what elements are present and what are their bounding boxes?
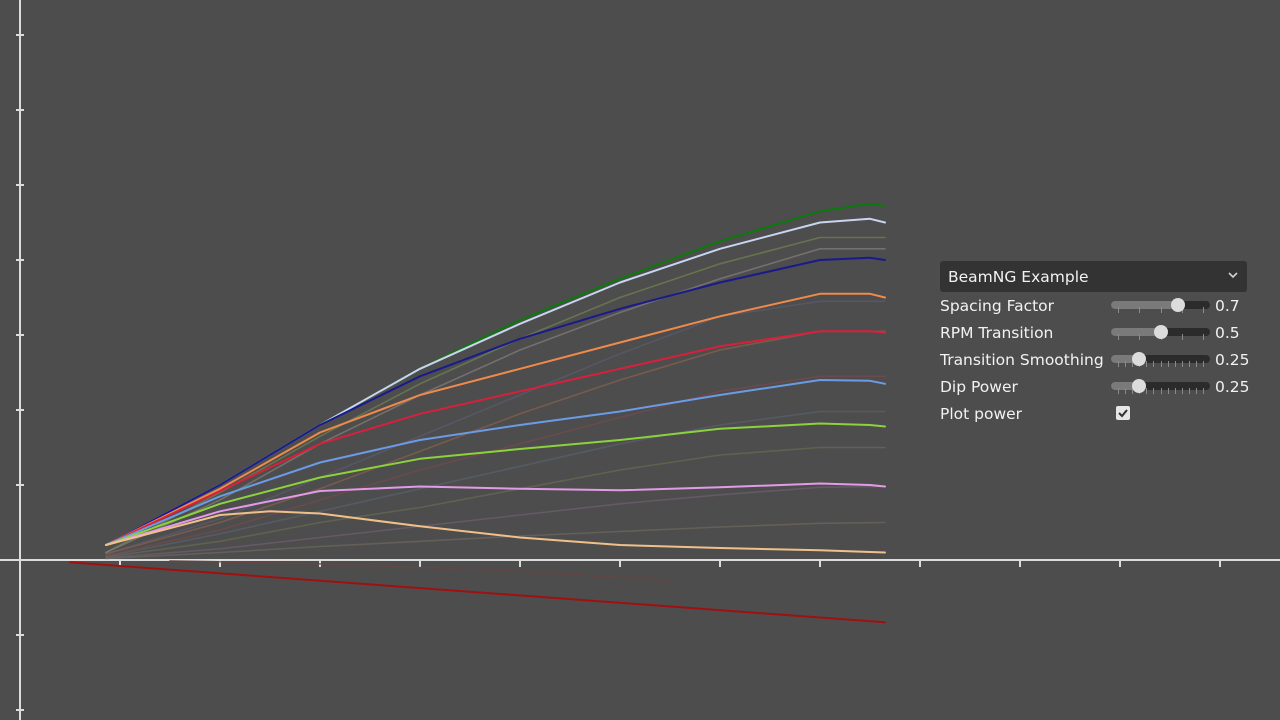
faded-series-line: [105, 236, 886, 554]
series-line: [105, 292, 886, 546]
spacing-factor-value: 0.7: [1215, 296, 1240, 315]
dip-power-slider[interactable]: [1111, 379, 1210, 394]
slider-tick: [1203, 388, 1204, 394]
series-lines: [69, 202, 886, 624]
rpm-transition-label: RPM Transition: [940, 323, 1054, 342]
slider-tick: [1139, 334, 1141, 340]
slider-tick: [1125, 361, 1127, 367]
slider-tick: [1118, 388, 1119, 394]
slider-tick: [1139, 307, 1141, 313]
series-line: [105, 422, 886, 546]
faded-series-line: [105, 330, 886, 555]
transition-smoothing-row: Transition Smoothing 0.25: [940, 346, 1250, 373]
series-line: [105, 379, 886, 546]
slider-tick: [1195, 361, 1197, 367]
settings-panel: BeamNG Example Spacing Factor 0.7 RPM Tr…: [940, 261, 1250, 427]
faded-series-line: [105, 248, 886, 554]
spacing-factor-slider[interactable]: [1111, 298, 1210, 313]
slider-tick: [1132, 361, 1134, 367]
checkmark-icon: [1118, 409, 1128, 418]
slider-tick: [1146, 388, 1148, 394]
slider-tick: [1181, 361, 1183, 367]
slider-tick: [1118, 334, 1119, 340]
slider-tick: [1181, 388, 1183, 394]
preset-dropdown-value: BeamNG Example: [948, 267, 1089, 286]
faded-series-line: [105, 375, 886, 557]
slider-tick: [1203, 334, 1204, 340]
slider-tick: [1132, 388, 1134, 394]
faded-series-line: [169, 559, 671, 582]
slider-tick: [1174, 388, 1176, 394]
dip-power-row: Dip Power 0.25: [940, 373, 1250, 400]
faded-series-line: [105, 410, 886, 558]
slider-tick: [1167, 361, 1169, 367]
dip-power-value: 0.25: [1215, 377, 1250, 396]
rpm-transition-row: RPM Transition 0.5: [940, 319, 1250, 346]
rpm-transition-value: 0.5: [1215, 323, 1240, 342]
slider-track: [1111, 382, 1210, 390]
slider-tick: [1203, 307, 1204, 313]
slider-tick: [1125, 388, 1127, 394]
series-line: [105, 510, 886, 554]
slider-tick: [1203, 361, 1204, 367]
slider-tick: [1146, 361, 1148, 367]
slider-fill: [1111, 355, 1140, 363]
slider-tick: [1160, 307, 1162, 313]
plot-power-checkbox[interactable]: [1116, 406, 1130, 420]
series-line: [105, 482, 886, 546]
transition-smoothing-slider[interactable]: [1111, 352, 1210, 367]
slider-tick: [1160, 388, 1162, 394]
slider-tick: [1160, 361, 1162, 367]
chevron-down-icon: [1228, 272, 1238, 279]
slider-fill: [1111, 328, 1161, 336]
slider-tick: [1118, 361, 1119, 367]
slider-tick: [1153, 361, 1155, 367]
preset-dropdown[interactable]: BeamNG Example: [940, 261, 1247, 292]
slider-fill: [1111, 301, 1178, 309]
spacing-factor-label: Spacing Factor: [940, 296, 1055, 315]
plot-power-label: Plot power: [940, 404, 1023, 423]
slider-tick: [1167, 388, 1169, 394]
slider-grabber[interactable]: [1132, 379, 1147, 393]
faded-series-line: [105, 521, 886, 560]
transition-smoothing-value: 0.25: [1215, 350, 1250, 369]
slider-tick: [1181, 334, 1183, 340]
slider-tick: [1174, 361, 1176, 367]
slider-tick: [1188, 361, 1190, 367]
series-line: [105, 330, 886, 546]
series-line: [105, 256, 886, 546]
plot-power-row: Plot power: [940, 400, 1250, 427]
slider-tick: [1153, 388, 1155, 394]
slider-grabber[interactable]: [1132, 352, 1147, 366]
slider-tick: [1195, 388, 1197, 394]
rpm-transition-slider[interactable]: [1111, 325, 1210, 340]
slider-fill: [1111, 382, 1140, 390]
faded-series-line: [105, 485, 886, 559]
slider-track: [1111, 355, 1210, 363]
slider-grabber[interactable]: [1153, 325, 1168, 339]
dip-power-label: Dip Power: [940, 377, 1018, 396]
slider-tick: [1188, 388, 1190, 394]
series-line: [69, 561, 886, 624]
spacing-factor-row: Spacing Factor 0.7: [940, 292, 1250, 319]
slider-tick: [1118, 307, 1119, 313]
transition-smoothing-label: Transition Smoothing: [940, 350, 1104, 369]
slider-grabber[interactable]: [1170, 298, 1185, 312]
